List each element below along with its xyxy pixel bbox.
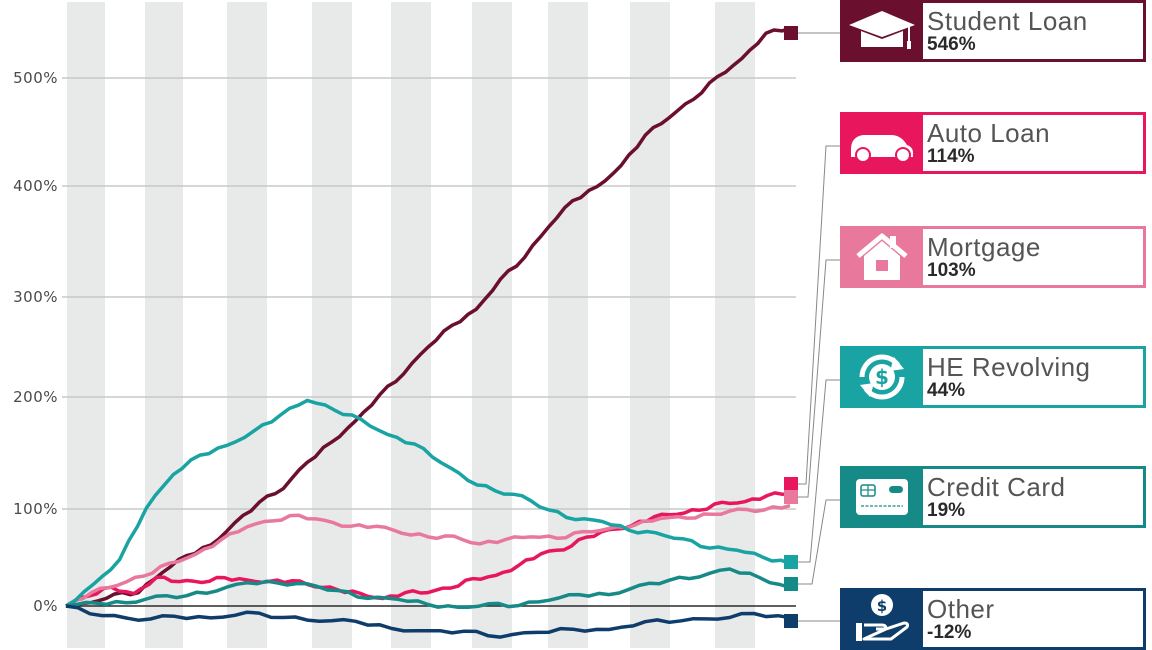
connector-line xyxy=(798,499,840,585)
y-tick-label: 300% xyxy=(13,288,58,306)
legend-value: 44% xyxy=(927,380,966,401)
end-marker xyxy=(784,477,798,491)
legend-name: Mortgage xyxy=(927,232,1041,262)
svg-text:$: $ xyxy=(876,597,886,615)
legend-connectors xyxy=(798,32,840,622)
y-tick-label: 400% xyxy=(13,177,58,195)
line-auto-loan xyxy=(65,491,791,608)
end-marker xyxy=(784,26,798,40)
end-markers xyxy=(784,26,798,628)
legend-item-mortgage: Mortgage 103% xyxy=(840,226,1146,288)
legend-item-auto-loan: Auto Loan 114% xyxy=(840,112,1146,174)
stripe xyxy=(472,2,512,648)
connector-line xyxy=(798,259,840,498)
legend-value: 546% xyxy=(927,34,976,55)
graduation-cap-icon xyxy=(840,0,923,62)
house-icon xyxy=(840,226,923,288)
y-tick-label: 0% xyxy=(33,597,58,615)
line-student-loan xyxy=(65,26,791,609)
y-tick-label: 500% xyxy=(13,69,58,87)
stripe xyxy=(67,2,105,648)
credit-card-icon xyxy=(840,466,923,528)
y-axis-ticks: 0% 100% 200% 300% 400% 500% xyxy=(13,69,58,615)
connector-line xyxy=(798,145,840,485)
connector-line xyxy=(798,379,840,563)
legend-name: Other xyxy=(927,594,995,624)
car-icon xyxy=(840,112,923,174)
y-tick-label: 200% xyxy=(13,388,58,406)
line-other xyxy=(65,604,791,639)
legend-value: 19% xyxy=(927,500,966,521)
legend-value: -12% xyxy=(927,622,972,643)
svg-text:$: $ xyxy=(875,365,889,389)
line-credit-card xyxy=(65,567,791,610)
stripe xyxy=(630,2,670,648)
hand-coin-icon: $ xyxy=(840,588,923,650)
legend-value: 114% xyxy=(927,146,975,167)
stripe xyxy=(312,2,352,648)
line-mortgage xyxy=(65,503,791,608)
legend-item-credit-card: Credit Card 19% xyxy=(840,466,1146,528)
gridlines xyxy=(62,77,796,510)
stripe xyxy=(391,2,431,648)
legend-name: Auto Loan xyxy=(927,118,1051,148)
dollar-cycle-icon: $ xyxy=(840,346,923,408)
legend-value: 103% xyxy=(927,260,976,281)
end-marker xyxy=(784,555,798,569)
legend-name: Credit Card xyxy=(927,472,1066,502)
series-lines xyxy=(65,26,791,639)
end-marker xyxy=(784,490,798,504)
y-tick-label: 100% xyxy=(13,500,58,518)
end-marker xyxy=(784,614,798,628)
legend-item-other: $ Other -12% xyxy=(840,588,1146,650)
stripe xyxy=(145,2,183,648)
stripe xyxy=(227,2,267,648)
legend-name: Student Loan xyxy=(927,6,1088,36)
stripe xyxy=(715,2,755,648)
line-he-revolving xyxy=(65,398,791,608)
background-stripes xyxy=(67,2,755,648)
end-marker xyxy=(784,577,798,591)
legend-item-student-loan: Student Loan 546% xyxy=(840,0,1146,62)
legend-name: HE Revolving xyxy=(927,352,1091,382)
legend-item-he-revolving: $ HE Revolving 44% xyxy=(840,346,1146,408)
